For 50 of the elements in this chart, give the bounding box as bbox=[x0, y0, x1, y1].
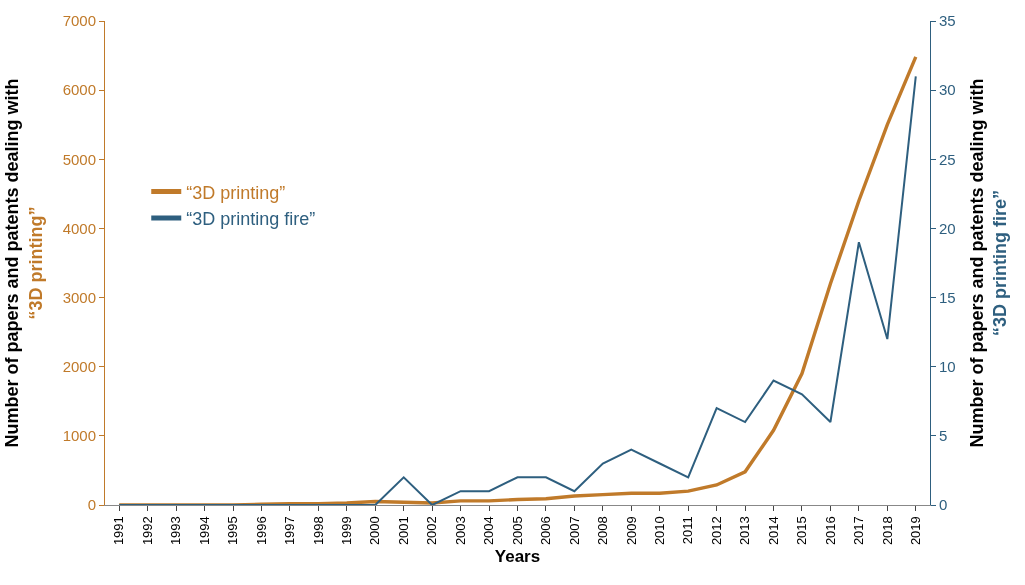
y2-tick-label: 10 bbox=[939, 357, 956, 375]
x-tick-label: 1999 bbox=[339, 516, 355, 546]
x-tick-label: 2013 bbox=[737, 516, 753, 546]
y-tick-label: 3000 bbox=[62, 288, 96, 306]
x-tick-label: 2008 bbox=[595, 516, 611, 546]
y-tick-label: 7000 bbox=[62, 12, 96, 30]
y-tick-label: 6000 bbox=[62, 81, 96, 99]
y2-tick-label: 30 bbox=[939, 81, 956, 99]
y-tick-label: 1000 bbox=[62, 427, 96, 445]
x-tick-label: 2012 bbox=[708, 516, 724, 546]
y2-tick-label: 35 bbox=[939, 12, 956, 30]
y-tick-label: 5000 bbox=[62, 150, 96, 168]
x-tick-label: 1991 bbox=[111, 516, 127, 546]
y2-tick-label: 5 bbox=[939, 427, 948, 445]
y-tick-label: 2000 bbox=[62, 357, 96, 375]
y-axis-title: Number of papers and patents dealing with “3D printing” bbox=[2, 78, 46, 448]
y-tick-label: 0 bbox=[87, 496, 96, 514]
x-tick-label: 2000 bbox=[367, 516, 383, 546]
legend-label: “3D printing fire” bbox=[186, 209, 316, 230]
x-tick-label: 2010 bbox=[651, 516, 667, 546]
x-tick-label: 2004 bbox=[481, 516, 497, 546]
x-tick-label: 2011 bbox=[680, 516, 696, 545]
x-tick-label: 1993 bbox=[168, 516, 184, 546]
x-tick-label: 2001 bbox=[395, 516, 411, 546]
x-tick-label: 2018 bbox=[879, 516, 895, 546]
y-tick-label: 4000 bbox=[62, 219, 96, 237]
y2-tick-label: 0 bbox=[939, 496, 948, 514]
x-tick-label: 1994 bbox=[196, 516, 212, 546]
x-tick-label: 2002 bbox=[424, 516, 440, 546]
x-tick-label: 2017 bbox=[851, 516, 867, 546]
x-tick-label: 2014 bbox=[765, 516, 781, 546]
y2-tick-label: 25 bbox=[939, 150, 956, 168]
x-tick-label: 1996 bbox=[253, 516, 269, 546]
x-tick-label: 2007 bbox=[566, 516, 582, 546]
x-tick-label: 2019 bbox=[908, 516, 924, 546]
y2-tick-label: 20 bbox=[939, 219, 956, 237]
x-tick-label: 2006 bbox=[538, 516, 554, 546]
x-tick-label: 2015 bbox=[794, 516, 810, 546]
x-axis-title: Years bbox=[494, 546, 541, 566]
y2-tick-label: 15 bbox=[939, 288, 956, 306]
x-tick-label: 2016 bbox=[822, 516, 838, 546]
x-tick-label: 2005 bbox=[509, 516, 525, 546]
x-tick-label: 2009 bbox=[623, 516, 639, 546]
x-tick-label: 1995 bbox=[225, 516, 241, 546]
x-tick-label: 1992 bbox=[139, 516, 155, 546]
x-tick-label: 1997 bbox=[282, 516, 298, 546]
x-tick-label: 2003 bbox=[452, 516, 468, 546]
legend-label: “3D printing” bbox=[186, 182, 286, 203]
x-tick-label: 1998 bbox=[310, 516, 326, 546]
y2-axis-title: Number of papers and patents dealing with “3D printing fire” bbox=[966, 78, 1011, 448]
